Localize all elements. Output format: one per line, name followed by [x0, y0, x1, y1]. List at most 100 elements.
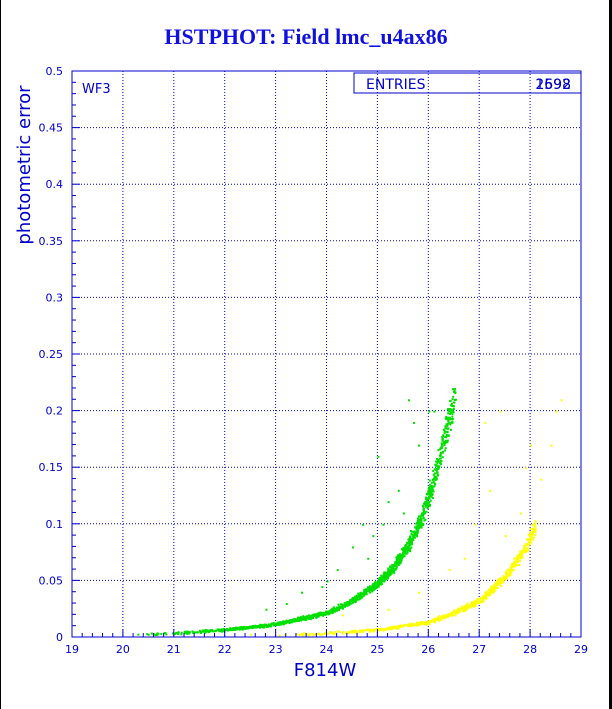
data-point: [463, 605, 466, 608]
data-point: [382, 575, 385, 578]
data-point: [500, 584, 503, 587]
data-point: [363, 588, 366, 591]
data-point: [413, 534, 416, 537]
data-point: [224, 629, 227, 632]
data-point: [385, 576, 388, 579]
data-point: [345, 631, 348, 634]
data-point: [408, 537, 411, 540]
data-point: [348, 603, 351, 606]
data-point: [454, 611, 457, 614]
data-point: [449, 409, 452, 412]
data-point: [324, 610, 327, 613]
data-point: [467, 605, 470, 608]
data-point: [447, 412, 450, 415]
data-point: [163, 632, 166, 635]
data-point: [496, 581, 499, 584]
data-point: [400, 624, 403, 627]
data-point: [388, 628, 391, 631]
data-point: [405, 552, 408, 555]
data-point: [433, 468, 436, 471]
data-point: [431, 478, 434, 481]
data-point: [314, 614, 317, 617]
data-point: [235, 628, 238, 631]
data-point: [515, 560, 518, 563]
data-point: [411, 539, 414, 542]
data-point: [417, 517, 420, 520]
data-point: [450, 417, 453, 420]
data-point: [431, 487, 434, 490]
data-point: [375, 586, 378, 589]
data-point: [445, 430, 448, 433]
data-point: [290, 619, 293, 622]
data-point: [402, 550, 405, 553]
data-point: [419, 515, 422, 518]
data-point: [321, 633, 324, 636]
data-point: [494, 584, 497, 587]
data-point: [230, 628, 233, 631]
data-point: [428, 485, 431, 488]
data-point: [207, 630, 210, 633]
data-point: [513, 565, 516, 568]
data-point: [395, 567, 398, 570]
data-point: [495, 586, 498, 589]
data-point: [497, 578, 500, 581]
data-point: [443, 440, 446, 443]
data-point: [385, 577, 388, 580]
data-point: [441, 450, 444, 453]
data-point: [269, 623, 272, 626]
data-point: [324, 612, 327, 615]
data-point: [211, 630, 214, 633]
data-point: [442, 438, 445, 441]
data-point: [420, 525, 423, 528]
data-point: [384, 575, 387, 578]
data-point: [445, 433, 448, 436]
data-point: [239, 626, 242, 629]
data-point: [430, 495, 433, 498]
data-point: [550, 444, 553, 447]
data-point: [380, 583, 383, 586]
data-point: [373, 585, 376, 588]
data-point: [448, 614, 451, 617]
data-point: [450, 614, 453, 617]
data-point: [392, 568, 395, 571]
data-point: [317, 615, 320, 618]
data-point: [319, 633, 322, 636]
data-point: [323, 613, 326, 616]
data-point: [372, 535, 375, 538]
data-point: [508, 568, 511, 571]
data-point: [383, 573, 386, 576]
data-point: [176, 631, 179, 634]
data-point: [395, 561, 398, 564]
data-point: [349, 630, 352, 633]
data-point: [326, 632, 329, 635]
data-point: [225, 627, 228, 630]
data-point: [492, 586, 495, 589]
data-point: [527, 533, 530, 536]
data-point: [351, 599, 354, 602]
data-point: [370, 586, 373, 589]
data-point: [439, 451, 442, 454]
data-point: [518, 553, 521, 556]
data-point: [341, 607, 344, 610]
data-point: [371, 587, 374, 590]
data-point: [489, 592, 492, 595]
data-point: [373, 581, 376, 584]
data-point: [255, 625, 258, 628]
data-point: [444, 442, 447, 445]
data-point: [509, 573, 512, 576]
data-point: [417, 515, 420, 518]
data-point: [422, 507, 425, 510]
data-point: [451, 409, 454, 412]
data-point: [512, 562, 515, 565]
data-point: [443, 617, 446, 620]
data-point: [355, 594, 358, 597]
data-point: [407, 549, 410, 552]
data-point: [352, 631, 355, 634]
data-point: [389, 565, 392, 568]
data-point: [399, 557, 402, 560]
data-point: [305, 618, 308, 621]
data-point: [499, 577, 502, 580]
data-point: [280, 623, 283, 626]
data-point: [269, 625, 272, 628]
